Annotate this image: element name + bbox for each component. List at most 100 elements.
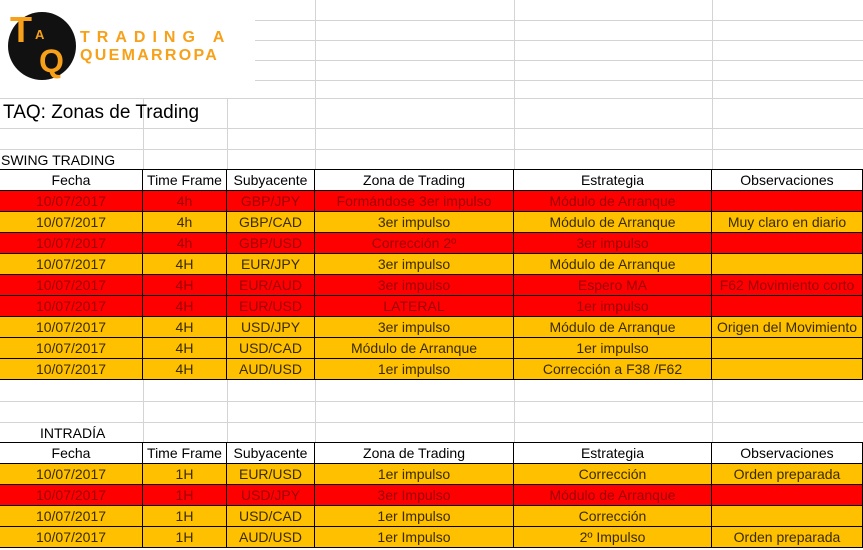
cell-estrategia[interactable]: Corrección [514,506,712,527]
cell-time-frame[interactable]: 4H [143,338,227,359]
cell-time-frame[interactable]: 1H [143,485,227,506]
cell-observaciones[interactable]: Origen del Movimiento [712,317,863,338]
cell-zona-de-trading[interactable]: Corrección 2º [315,233,514,254]
cell-observaciones[interactable] [712,338,863,359]
cell-fecha[interactable]: Fecha [0,170,143,191]
cell-time-frame[interactable]: 4H [143,254,227,275]
cell-fecha[interactable]: 10/07/2017 [0,317,143,338]
cell-subyacente[interactable]: USD/JPY [227,485,315,506]
cell-zona-de-trading[interactable]: 1er impulso [315,464,514,485]
cell-fecha[interactable]: 10/07/2017 [0,464,143,485]
cell-estrategia[interactable]: Estrategia [514,170,712,191]
cell-zona-de-trading[interactable]: 3er impulso [315,317,514,338]
cell-estrategia[interactable]: Estrategia [514,443,712,464]
cell-time-frame[interactable]: 1H [143,527,227,548]
cell-fecha[interactable]: 10/07/2017 [0,212,143,233]
cell-observaciones[interactable] [712,359,863,380]
cell-zona-de-trading[interactable]: 3er impulso [315,254,514,275]
cell-estrategia[interactable]: Módulo de Arranque [514,191,712,212]
section-label-swing: SWING TRADING [1,152,116,168]
gridline [143,98,144,170]
cell-subyacente[interactable]: GBP/CAD [227,212,315,233]
cell-fecha[interactable]: 10/07/2017 [0,191,143,212]
cell-zona-de-trading[interactable]: Zona de Trading [315,170,514,191]
cell-zona-de-trading[interactable]: LATERAL [315,296,514,317]
cell-observaciones[interactable]: Orden preparada [712,464,863,485]
cell-estrategia[interactable]: Módulo de Arranque [514,485,712,506]
cell-estrategia[interactable]: Módulo de Arranque [514,254,712,275]
cell-fecha[interactable]: 10/07/2017 [0,233,143,254]
cell-observaciones[interactable] [712,233,863,254]
cell-time-frame[interactable]: Time Frame [143,170,227,191]
cell-time-frame[interactable]: 4h [143,191,227,212]
cell-estrategia[interactable]: 3er impulso [514,233,712,254]
cell-observaciones[interactable]: Observaciones [712,170,863,191]
cell-time-frame[interactable]: 4H [143,317,227,338]
cell-fecha[interactable]: 10/07/2017 [0,359,143,380]
cell-subyacente[interactable]: AUD/USD [227,359,315,380]
cell-subyacente[interactable]: USD/CAD [227,506,315,527]
cell-time-frame[interactable]: 4h [143,212,227,233]
cell-subyacente[interactable]: GBP/USD [227,233,315,254]
cell-fecha[interactable]: 10/07/2017 [0,275,143,296]
table-row: 10/07/2017 4h GBP/USD Corrección 2º 3er impu… [0,233,863,254]
cell-subyacente[interactable]: Subyacente [227,170,315,191]
gridline [0,128,863,129]
cell-estrategia[interactable]: Módulo de Arranque [514,317,712,338]
cell-zona-de-trading[interactable]: 1er Impulso [315,506,514,527]
cell-subyacente[interactable]: USD/JPY [227,317,315,338]
cell-fecha[interactable]: 10/07/2017 [0,485,143,506]
table-row: 10/07/2017 4h GBP/JPY Formándose 3er impuls… [0,191,863,212]
gridline [0,422,863,423]
cell-observaciones[interactable]: Orden preparada [712,527,863,548]
cell-subyacente[interactable]: EUR/AUD [227,275,315,296]
cell-subyacente[interactable]: EUR/JPY [227,254,315,275]
cell-observaciones[interactable] [712,254,863,275]
cell-time-frame[interactable]: 1H [143,506,227,527]
logo: T A Q TRADING A QUEMARROPA [0,0,255,95]
cell-zona-de-trading[interactable]: Zona de Trading [315,443,514,464]
cell-observaciones[interactable] [712,191,863,212]
cell-estrategia[interactable]: 1er impulso [514,296,712,317]
gridline [250,80,863,81]
cell-estrategia[interactable]: Corrección a F38 /F62 [514,359,712,380]
cell-observaciones[interactable]: Observaciones [712,443,863,464]
cell-zona-de-trading[interactable]: 3er impulso [315,275,514,296]
cell-observaciones[interactable] [712,485,863,506]
cell-estrategia[interactable]: 2º Impulso [514,527,712,548]
cell-estrategia[interactable]: 1er impulso [514,338,712,359]
cell-zona-de-trading[interactable]: 1er impulso [315,359,514,380]
cell-estrategia[interactable]: Corrección [514,464,712,485]
cell-observaciones[interactable]: F62 Movimiento corto [712,275,863,296]
cell-time-frame[interactable]: 4h [143,233,227,254]
cell-fecha[interactable]: 10/07/2017 [0,296,143,317]
cell-subyacente[interactable]: GBP/JPY [227,191,315,212]
cell-time-frame[interactable]: 4H [143,275,227,296]
cell-time-frame[interactable]: Time Frame [143,443,227,464]
cell-observaciones[interactable]: Muy claro en diario [712,212,863,233]
cell-subyacente[interactable]: EUR/USD [227,464,315,485]
cell-estrategia[interactable]: Módulo de Arranque [514,212,712,233]
gridline [315,380,316,443]
cell-estrategia[interactable]: Espero MA [514,275,712,296]
cell-time-frame[interactable]: 4H [143,296,227,317]
cell-observaciones[interactable] [712,296,863,317]
cell-fecha[interactable]: 10/07/2017 [0,338,143,359]
cell-fecha[interactable]: Fecha [0,443,143,464]
cell-time-frame[interactable]: 1H [143,464,227,485]
cell-subyacente[interactable]: USD/CAD [227,338,315,359]
cell-zona-de-trading[interactable]: Módulo de Arranque [315,338,514,359]
cell-zona-de-trading[interactable]: Formándose 3er impulso [315,191,514,212]
cell-time-frame[interactable]: 4H [143,359,227,380]
cell-zona-de-trading[interactable]: 3er Impulso [315,485,514,506]
cell-fecha[interactable]: 10/07/2017 [0,506,143,527]
cell-zona-de-trading[interactable]: 1er Impulso [315,527,514,548]
table-row: 10/07/2017 4H EUR/USD LATERAL 1er impulso [0,296,863,317]
cell-subyacente[interactable]: Subyacente [227,443,315,464]
cell-observaciones[interactable] [712,506,863,527]
cell-subyacente[interactable]: AUD/USD [227,527,315,548]
cell-fecha[interactable]: 10/07/2017 [0,254,143,275]
cell-subyacente[interactable]: EUR/USD [227,296,315,317]
cell-zona-de-trading[interactable]: 3er impulso [315,212,514,233]
cell-fecha[interactable]: 10/07/2017 [0,527,143,548]
